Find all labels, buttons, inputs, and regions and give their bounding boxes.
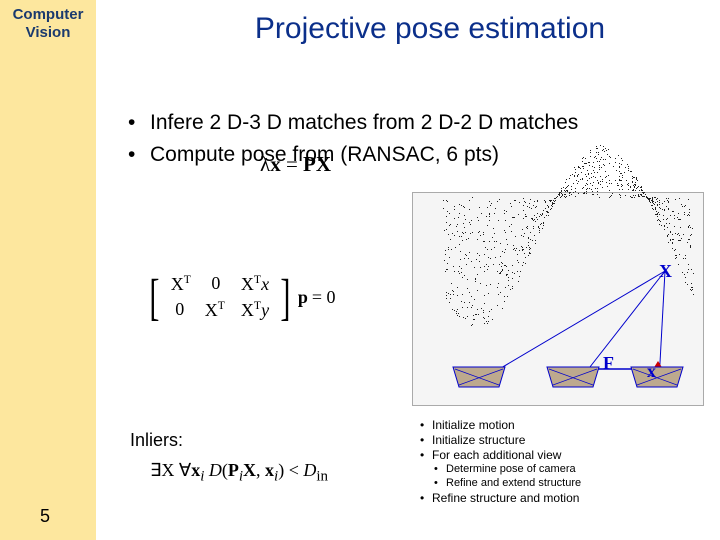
right-bullets: Initialize motionInitialize structureFor…	[420, 418, 581, 506]
figure-svg	[413, 193, 703, 405]
right-bullet: Initialize motion	[420, 418, 581, 433]
matrix-equation: [XT0XTx0XTXTy]p= 0	[146, 268, 336, 326]
right-bullet: For each additional view	[420, 448, 581, 463]
right-bullet: Initialize structure	[420, 433, 581, 448]
slide-title: Projective pose estimation	[150, 12, 710, 46]
page-number: 5	[30, 506, 60, 527]
figure-diagram: XFx	[412, 192, 704, 406]
sidebar: Computer Vision	[0, 0, 96, 540]
equation-inline: λx = PX	[260, 152, 331, 177]
right-sub-bullet: Refine and extend structure	[434, 477, 581, 491]
inliers-equation: ∃X ∀xi D(PiX, xi) < Din	[150, 460, 328, 486]
bullet-item: Infere 2 D-3 D matches from 2 D-2 D matc…	[128, 110, 708, 136]
sidebar-title-line2: Vision	[26, 24, 71, 41]
sidebar-title: Computer Vision	[0, 6, 96, 42]
right-bullet: Refine structure and motion	[420, 491, 581, 506]
sidebar-title-line1: Computer	[13, 6, 84, 23]
right-sub-bullet: Determine pose of camera	[434, 463, 581, 477]
inliers-label: Inliers:	[130, 430, 183, 451]
